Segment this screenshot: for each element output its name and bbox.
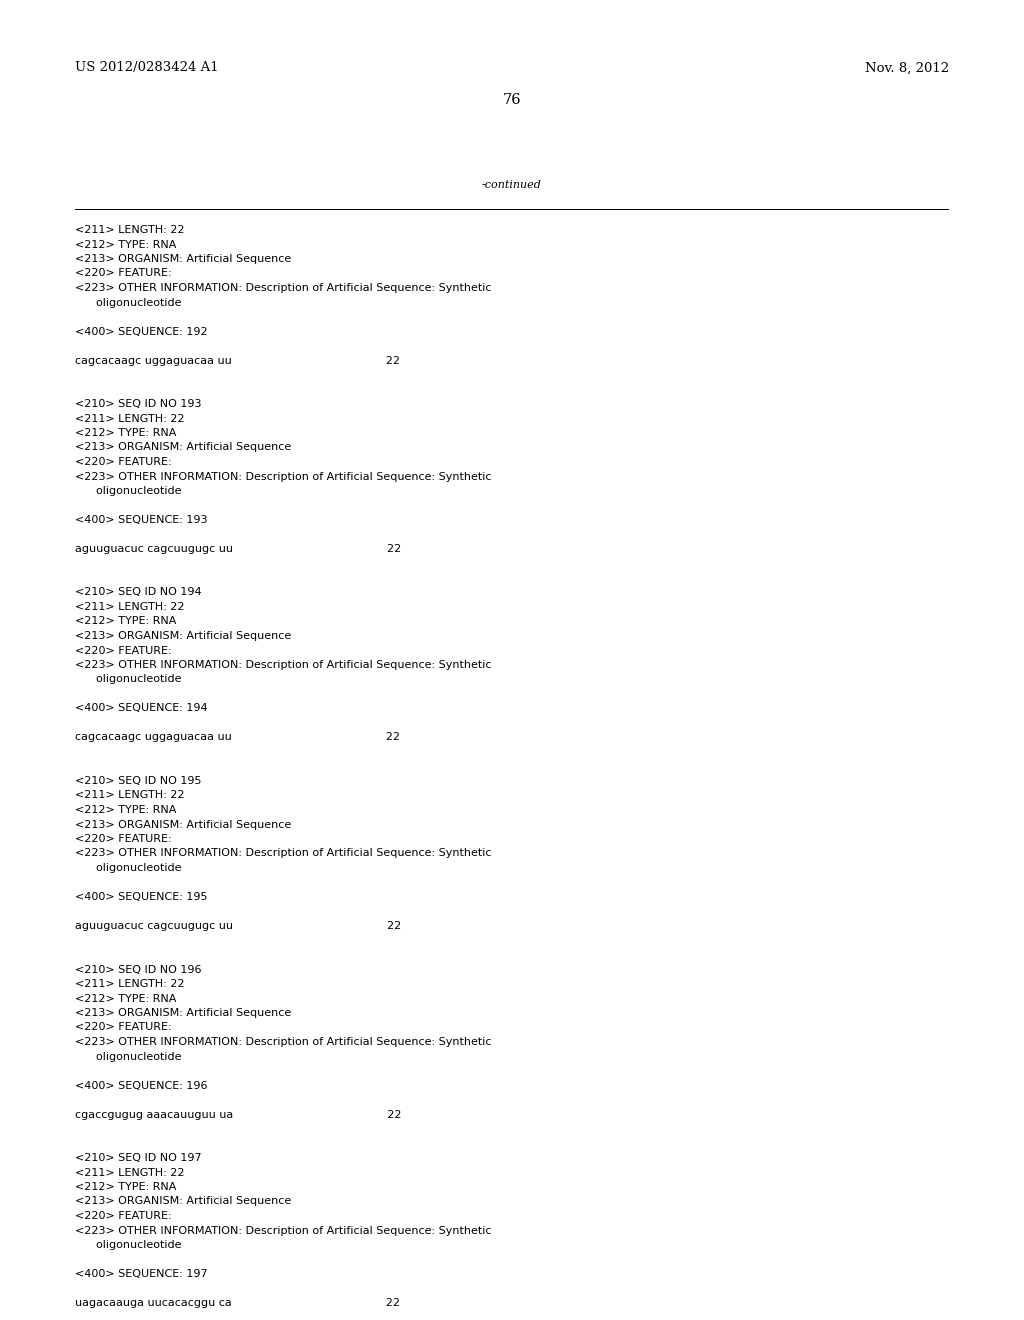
- Text: oligonucleotide: oligonucleotide: [75, 297, 181, 308]
- Text: <213> ORGANISM: Artificial Sequence: <213> ORGANISM: Artificial Sequence: [75, 442, 291, 453]
- Text: uagacaauga uucacacggu ca                                            22: uagacaauga uucacacggu ca 22: [75, 1298, 400, 1308]
- Text: <220> FEATURE:: <220> FEATURE:: [75, 1023, 172, 1032]
- Text: oligonucleotide: oligonucleotide: [75, 486, 181, 496]
- Text: <400> SEQUENCE: 195: <400> SEQUENCE: 195: [75, 892, 208, 902]
- Text: cagcacaagc uggaguacaa uu                                            22: cagcacaagc uggaguacaa uu 22: [75, 355, 400, 366]
- Text: <223> OTHER INFORMATION: Description of Artificial Sequence: Synthetic: <223> OTHER INFORMATION: Description of …: [75, 849, 492, 858]
- Text: <220> FEATURE:: <220> FEATURE:: [75, 268, 172, 279]
- Text: <210> SEQ ID NO 196: <210> SEQ ID NO 196: [75, 965, 202, 974]
- Text: <210> SEQ ID NO 193: <210> SEQ ID NO 193: [75, 399, 202, 409]
- Text: <400> SEQUENCE: 194: <400> SEQUENCE: 194: [75, 704, 208, 714]
- Text: <212> TYPE: RNA: <212> TYPE: RNA: [75, 1181, 176, 1192]
- Text: cgaccgugug aaacauuguu ua                                            22: cgaccgugug aaacauuguu ua 22: [75, 1110, 401, 1119]
- Text: oligonucleotide: oligonucleotide: [75, 675, 181, 685]
- Text: <213> ORGANISM: Artificial Sequence: <213> ORGANISM: Artificial Sequence: [75, 253, 291, 264]
- Text: oligonucleotide: oligonucleotide: [75, 1239, 181, 1250]
- Text: <220> FEATURE:: <220> FEATURE:: [75, 645, 172, 656]
- Text: <212> TYPE: RNA: <212> TYPE: RNA: [75, 239, 176, 249]
- Text: US 2012/0283424 A1: US 2012/0283424 A1: [75, 62, 219, 74]
- Text: <211> LENGTH: 22: <211> LENGTH: 22: [75, 791, 184, 800]
- Text: <212> TYPE: RNA: <212> TYPE: RNA: [75, 616, 176, 627]
- Text: <213> ORGANISM: Artificial Sequence: <213> ORGANISM: Artificial Sequence: [75, 1196, 291, 1206]
- Text: oligonucleotide: oligonucleotide: [75, 863, 181, 873]
- Text: aguuguacuc cagcuugugc uu                                            22: aguuguacuc cagcuugugc uu 22: [75, 544, 401, 554]
- Text: <212> TYPE: RNA: <212> TYPE: RNA: [75, 428, 176, 438]
- Text: <220> FEATURE:: <220> FEATURE:: [75, 457, 172, 467]
- Text: cagcacaagc uggaguacaa uu                                            22: cagcacaagc uggaguacaa uu 22: [75, 733, 400, 742]
- Text: <223> OTHER INFORMATION: Description of Artificial Sequence: Synthetic: <223> OTHER INFORMATION: Description of …: [75, 1225, 492, 1236]
- Text: <212> TYPE: RNA: <212> TYPE: RNA: [75, 805, 176, 814]
- Text: <210> SEQ ID NO 197: <210> SEQ ID NO 197: [75, 1152, 202, 1163]
- Text: <400> SEQUENCE: 192: <400> SEQUENCE: 192: [75, 326, 208, 337]
- Text: <220> FEATURE:: <220> FEATURE:: [75, 1210, 172, 1221]
- Text: <211> LENGTH: 22: <211> LENGTH: 22: [75, 979, 184, 989]
- Text: <213> ORGANISM: Artificial Sequence: <213> ORGANISM: Artificial Sequence: [75, 1008, 291, 1018]
- Text: <210> SEQ ID NO 195: <210> SEQ ID NO 195: [75, 776, 202, 785]
- Text: <400> SEQUENCE: 197: <400> SEQUENCE: 197: [75, 1269, 208, 1279]
- Text: <400> SEQUENCE: 196: <400> SEQUENCE: 196: [75, 1081, 208, 1090]
- Text: <223> OTHER INFORMATION: Description of Artificial Sequence: Synthetic: <223> OTHER INFORMATION: Description of …: [75, 660, 492, 671]
- Text: <223> OTHER INFORMATION: Description of Artificial Sequence: Synthetic: <223> OTHER INFORMATION: Description of …: [75, 282, 492, 293]
- Text: <210> SEQ ID NO 194: <210> SEQ ID NO 194: [75, 587, 202, 598]
- Text: Nov. 8, 2012: Nov. 8, 2012: [865, 62, 949, 74]
- Text: -continued: -continued: [482, 180, 542, 190]
- Text: <213> ORGANISM: Artificial Sequence: <213> ORGANISM: Artificial Sequence: [75, 631, 291, 642]
- Text: <223> OTHER INFORMATION: Description of Artificial Sequence: Synthetic: <223> OTHER INFORMATION: Description of …: [75, 471, 492, 482]
- Text: <220> FEATURE:: <220> FEATURE:: [75, 834, 172, 843]
- Text: <400> SEQUENCE: 193: <400> SEQUENCE: 193: [75, 515, 208, 525]
- Text: <213> ORGANISM: Artificial Sequence: <213> ORGANISM: Artificial Sequence: [75, 820, 291, 829]
- Text: <211> LENGTH: 22: <211> LENGTH: 22: [75, 413, 184, 424]
- Text: aguuguacuc cagcuugugc uu                                            22: aguuguacuc cagcuugugc uu 22: [75, 921, 401, 931]
- Text: <211> LENGTH: 22: <211> LENGTH: 22: [75, 602, 184, 612]
- Text: <212> TYPE: RNA: <212> TYPE: RNA: [75, 994, 176, 1003]
- Text: <223> OTHER INFORMATION: Description of Artificial Sequence: Synthetic: <223> OTHER INFORMATION: Description of …: [75, 1038, 492, 1047]
- Text: oligonucleotide: oligonucleotide: [75, 1052, 181, 1061]
- Text: <211> LENGTH: 22: <211> LENGTH: 22: [75, 1167, 184, 1177]
- Text: 76: 76: [503, 92, 521, 107]
- Text: <211> LENGTH: 22: <211> LENGTH: 22: [75, 224, 184, 235]
